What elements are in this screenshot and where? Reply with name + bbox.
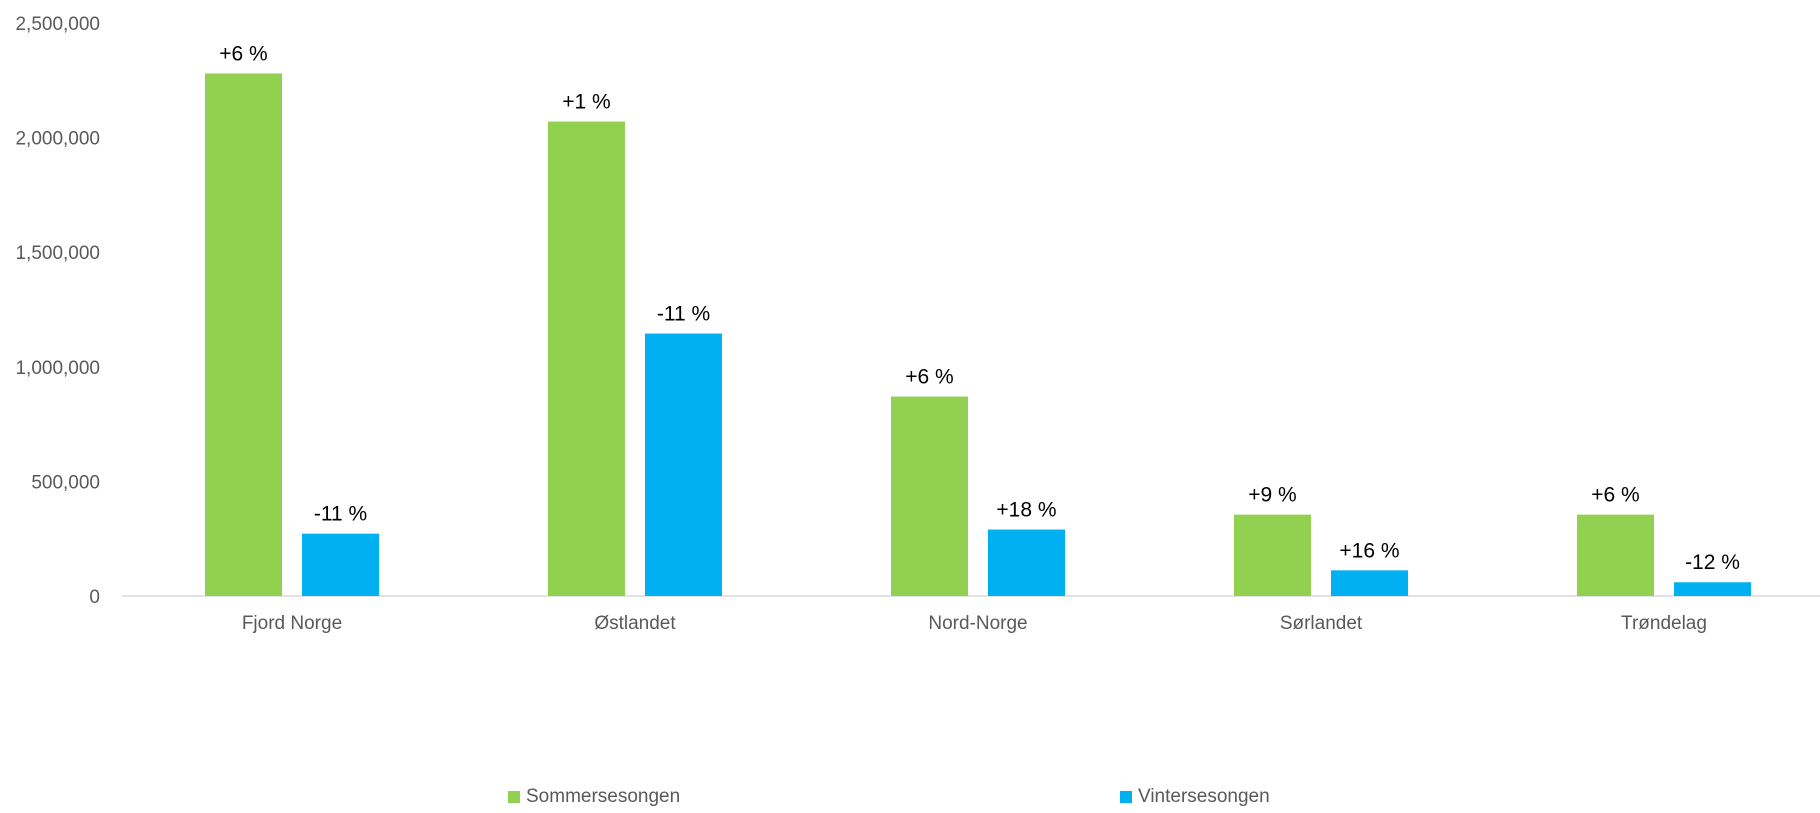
- data-label: +6 %: [1591, 484, 1639, 507]
- data-label: +9 %: [1248, 484, 1296, 507]
- y-tick-label: 1,000,000: [15, 358, 100, 379]
- x-category-label: Østlandet: [594, 613, 676, 634]
- data-label: +18 %: [996, 499, 1056, 522]
- data-label: +6 %: [219, 42, 267, 65]
- bar-vinter: [645, 333, 722, 596]
- legend-swatch-vintersesongen: [1120, 791, 1132, 803]
- x-category-label: Sørlandet: [1280, 613, 1363, 634]
- legend-label-vintersesongen: Vintersesongen: [1138, 786, 1270, 807]
- data-label: +1 %: [562, 91, 610, 114]
- bar-sommer: [205, 73, 282, 596]
- bar-vinter: [988, 529, 1065, 596]
- legend: Sommersesongen Vintersesongen: [0, 786, 1820, 808]
- legend-label-sommersesongen: Sommersesongen: [526, 786, 681, 807]
- legend-item-vintersesongen: Vintersesongen: [1120, 786, 1270, 808]
- bar-sommer: [1577, 514, 1654, 596]
- x-category-label: Nord-Norge: [928, 613, 1027, 634]
- y-tick-label: 2,000,000: [15, 129, 100, 150]
- y-tick-label: 0: [89, 587, 100, 608]
- bar-sommer: [548, 121, 625, 596]
- y-tick-label: 1,500,000: [15, 243, 100, 264]
- y-tick-label: 500,000: [31, 472, 100, 493]
- x-category-label: Trøndelag: [1621, 613, 1707, 634]
- bar-vinter: [302, 533, 379, 596]
- bar-vinter: [1331, 570, 1408, 596]
- data-label: +6 %: [905, 366, 953, 389]
- data-label: -12 %: [1685, 551, 1740, 574]
- x-category-label: Fjord Norge: [242, 613, 342, 634]
- data-label: +16 %: [1339, 539, 1399, 562]
- legend-item-sommersesongen: Sommersesongen: [508, 786, 680, 808]
- y-tick-label: 2,500,000: [15, 14, 100, 35]
- bar-vinter: [1674, 582, 1751, 596]
- bar-sommer: [891, 396, 968, 596]
- data-label: -11 %: [314, 503, 367, 526]
- data-label: -11 %: [657, 303, 710, 326]
- legend-swatch-sommersesongen: [508, 791, 520, 803]
- bar-sommer: [1234, 514, 1311, 596]
